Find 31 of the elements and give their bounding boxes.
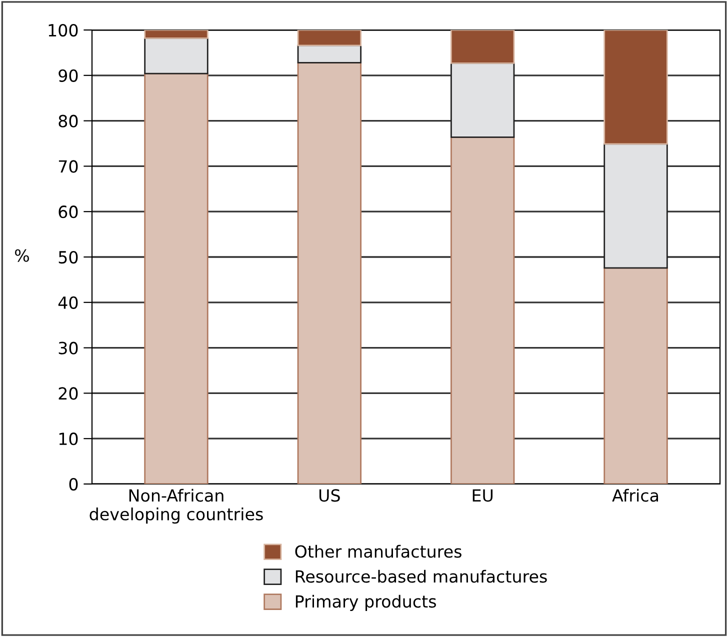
bar	[297, 44, 362, 64]
y-tick-label: 50	[58, 250, 78, 264]
y-tick-label: 30	[58, 342, 78, 354]
bar	[297, 62, 362, 484]
y-tick-label: 0	[69, 478, 78, 491]
bar	[450, 136, 515, 484]
y-axis-title: %	[14, 249, 29, 262]
bar	[450, 62, 515, 138]
y-tick-label: 10	[59, 432, 78, 446]
x-tick-label: EU	[472, 489, 492, 502]
legend-label: Other manufactures	[295, 544, 462, 558]
y-tick-label: 20	[58, 387, 78, 400]
y-tick-label: 100	[48, 24, 78, 37]
bar	[604, 143, 668, 269]
bar	[604, 267, 668, 484]
y-tick-label: 70	[58, 160, 78, 173]
y-tick-label: 40	[58, 296, 78, 309]
legend-label: Primary products	[296, 594, 436, 611]
bar	[450, 30, 515, 64]
legend-label: Resource-based manufactures	[296, 570, 547, 583]
x-tick-label: Africa	[612, 488, 658, 502]
bar	[144, 30, 208, 39]
bar	[297, 30, 362, 46]
x-tick-label: Non-African developing countries	[90, 488, 263, 524]
bar	[604, 30, 668, 145]
bar	[144, 72, 208, 484]
y-tick-label: 80	[58, 114, 78, 128]
y-tick-label: 90	[58, 69, 78, 82]
bar	[144, 37, 208, 74]
y-tick-label: 60	[58, 206, 78, 218]
x-tick-label: US	[319, 489, 340, 502]
